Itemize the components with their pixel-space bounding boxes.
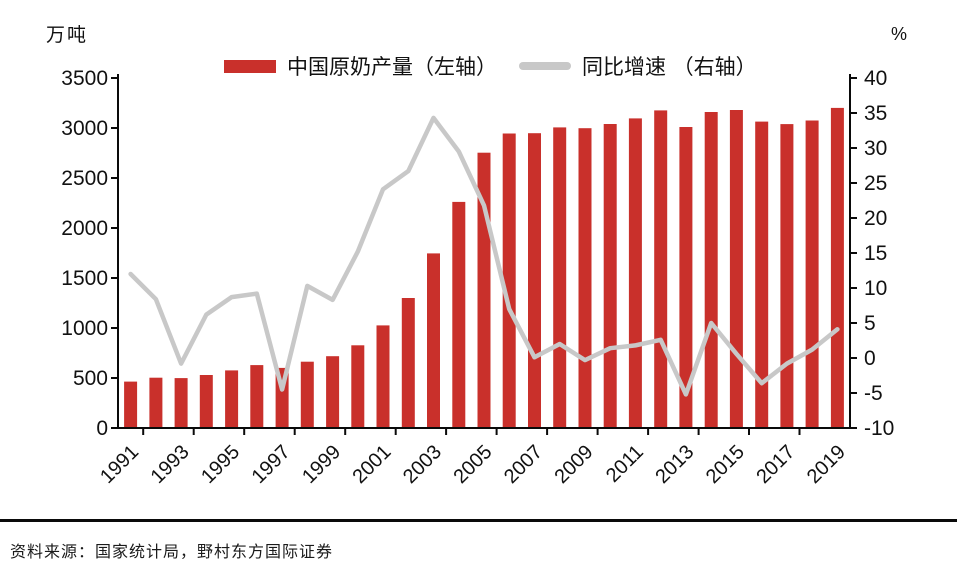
production-bar-2019 <box>830 107 844 429</box>
right-axis-tick-label: 30 <box>864 137 887 160</box>
production-bar-1994 <box>199 375 213 428</box>
x-axis-year-label: 1993 <box>147 441 194 488</box>
legend-item-growth: 同比增速 （右轴） <box>497 51 757 81</box>
x-axis-year-label: 2005 <box>450 441 497 488</box>
production-bar-1991 <box>124 381 138 428</box>
production-bar-1993 <box>174 378 188 428</box>
x-axis-year-label: 2015 <box>702 441 749 488</box>
production-bar-2008 <box>553 127 567 429</box>
left-axis-tick-label: 1500 <box>61 267 108 290</box>
production-bar-2007 <box>528 133 541 428</box>
x-axis-year-label: 1999 <box>298 441 345 488</box>
right-axis-tick-label: 35 <box>864 102 887 125</box>
left-axis-unit-label: 万吨 <box>46 24 89 46</box>
left-axis-tick-label: 500 <box>73 367 108 390</box>
x-axis-year-label: 1997 <box>248 441 295 488</box>
x-axis-year-label: 2011 <box>602 441 648 487</box>
right-axis-unit-label: % <box>891 24 908 44</box>
x-axis-year-label: 2009 <box>551 441 598 488</box>
left-axis-tick-label: 1000 <box>61 317 108 340</box>
x-axis-year-label: 2007 <box>500 441 547 488</box>
source-divider-line <box>0 519 957 522</box>
right-axis-tick-label: 40 <box>864 67 887 90</box>
production-bar-2016 <box>755 121 769 428</box>
x-axis-year-label: 2003 <box>399 441 446 488</box>
production-bar-2000 <box>351 345 365 428</box>
right-axis-tick-label: -10 <box>864 417 894 440</box>
right-axis-tick-label: 5 <box>864 312 876 335</box>
right-axis-tick-label: 15 <box>864 242 887 265</box>
left-axis-tick-label: 2000 <box>61 217 108 240</box>
x-axis-year-label: 1991 <box>96 441 143 488</box>
bar-series-swatch-icon <box>224 59 276 73</box>
production-bar-2011 <box>628 118 642 429</box>
source-attribution: 资料来源：国家统计局，野村东方国际证券 <box>10 542 334 561</box>
right-axis-tick-label: 10 <box>864 277 887 300</box>
dual-axis-chart-canvas: 0 500 1000 1500 2000 2500 3000 3500 -10 -5 0 5 10 15 2… <box>61 67 894 488</box>
production-bar-2006 <box>502 133 516 428</box>
production-bar-2018 <box>805 120 819 428</box>
chart-legend: 中国原奶产量（左轴） 同比增速 （右轴） <box>224 51 757 81</box>
growth-line <box>128 115 840 397</box>
production-bar-1998 <box>300 361 314 428</box>
production-bar-2003 <box>427 253 440 428</box>
production-bar-2001 <box>376 325 390 428</box>
production-bar-1996 <box>250 365 264 428</box>
production-bar-2017 <box>780 124 794 428</box>
production-bar-2009 <box>578 128 592 428</box>
line-series-swatch-icon <box>519 62 571 70</box>
x-axis-year-label: 2001 <box>349 441 396 488</box>
production-bar-2013 <box>679 127 693 428</box>
x-axis-year-label: 2017 <box>752 441 799 488</box>
production-bar-2010 <box>603 124 617 428</box>
right-axis-tick-label: 25 <box>864 172 887 195</box>
left-axis-tick-label: 3500 <box>61 67 108 90</box>
right-axis-tick-label: 20 <box>864 207 887 230</box>
production-bar-2004 <box>452 201 466 428</box>
left-axis-tick-label: 0 <box>96 417 108 440</box>
right-axis-tick-label: 0 <box>864 347 876 370</box>
left-axis-tick-label: 2500 <box>61 167 108 190</box>
x-axis-year-label: 1995 <box>197 441 244 488</box>
production-bar-2002 <box>401 298 415 428</box>
left-axis-tick-label: 3000 <box>61 117 108 140</box>
legend-item-production: 中国原奶产量（左轴） <box>224 51 497 81</box>
production-bar-2012 <box>654 110 668 429</box>
x-axis-year-label: 2013 <box>651 441 698 488</box>
legend-label-growth: 同比增速 （右轴） <box>582 55 757 79</box>
right-axis-tick-label: -5 <box>864 382 883 405</box>
production-bar-1999 <box>326 356 340 428</box>
x-axis-year-label: 2019 <box>803 441 850 488</box>
legend-label-production: 中国原奶产量（左轴） <box>287 55 497 79</box>
production-bar-1995 <box>225 370 239 428</box>
production-bar-1992 <box>149 377 163 428</box>
production-bar-2015 <box>729 110 743 428</box>
production-bar-2014 <box>704 112 718 428</box>
